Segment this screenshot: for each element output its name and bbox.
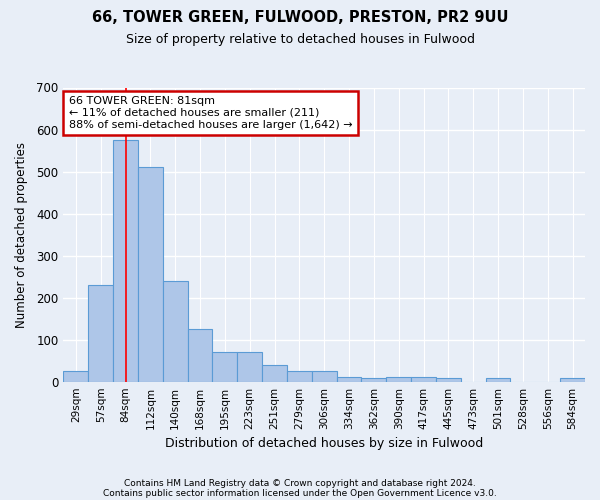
Bar — [262, 365, 287, 382]
Text: Size of property relative to detached houses in Fulwood: Size of property relative to detached ho… — [125, 32, 475, 46]
Text: Contains public sector information licensed under the Open Government Licence v3: Contains public sector information licen… — [103, 488, 497, 498]
Bar — [560, 378, 585, 382]
Bar — [188, 329, 212, 382]
Bar — [386, 376, 411, 382]
Bar — [361, 378, 386, 382]
Bar — [312, 371, 337, 382]
Bar — [88, 285, 113, 382]
Bar — [138, 168, 163, 382]
Bar — [411, 376, 436, 382]
X-axis label: Distribution of detached houses by size in Fulwood: Distribution of detached houses by size … — [165, 437, 484, 450]
Bar — [436, 378, 461, 382]
Bar — [163, 281, 188, 382]
Text: 66, TOWER GREEN, FULWOOD, PRESTON, PR2 9UU: 66, TOWER GREEN, FULWOOD, PRESTON, PR2 9… — [92, 10, 508, 25]
Bar — [113, 140, 138, 382]
Bar — [287, 371, 312, 382]
Bar — [485, 378, 511, 382]
Bar — [237, 352, 262, 382]
Text: Contains HM Land Registry data © Crown copyright and database right 2024.: Contains HM Land Registry data © Crown c… — [124, 478, 476, 488]
Bar — [64, 371, 88, 382]
Bar — [337, 376, 361, 382]
Bar — [212, 352, 237, 382]
Text: 66 TOWER GREEN: 81sqm
← 11% of detached houses are smaller (211)
88% of semi-det: 66 TOWER GREEN: 81sqm ← 11% of detached … — [68, 96, 352, 130]
Y-axis label: Number of detached properties: Number of detached properties — [15, 142, 28, 328]
